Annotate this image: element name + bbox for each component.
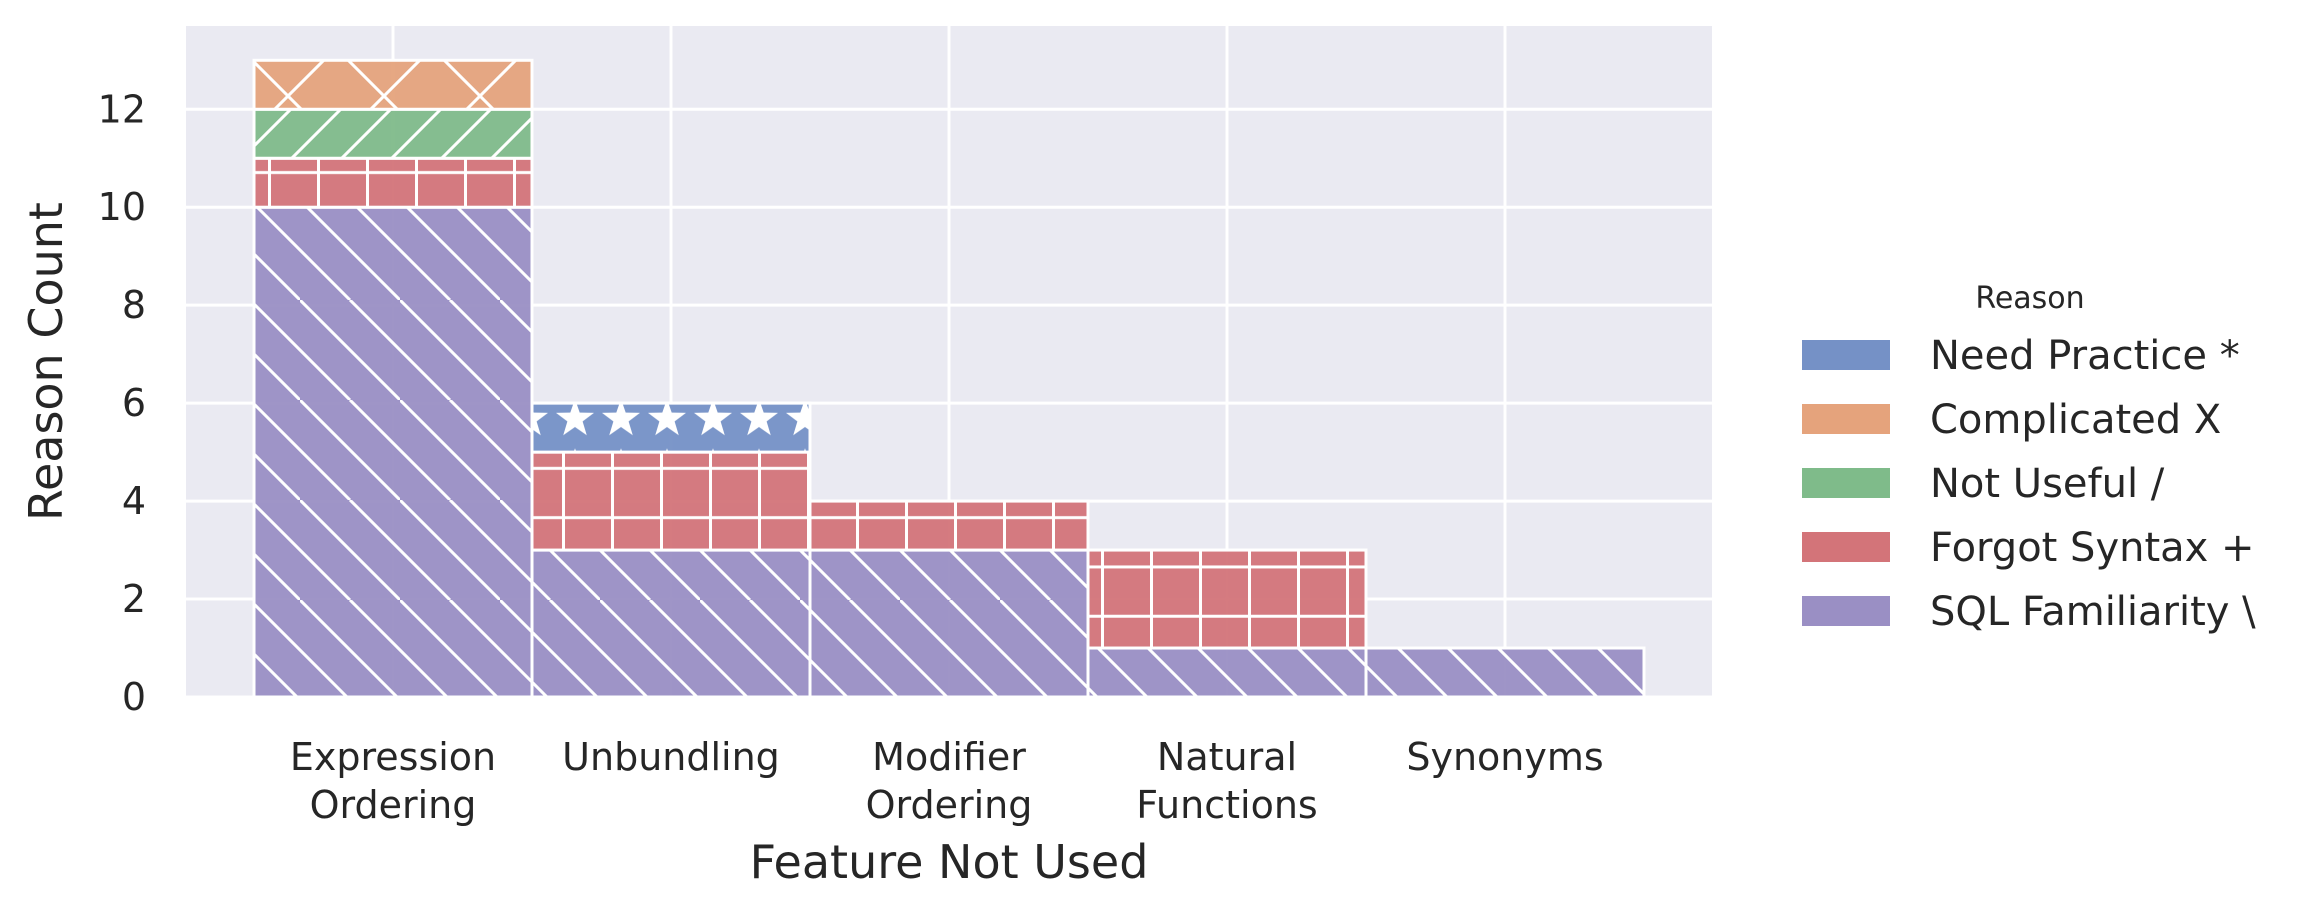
bar-segment-forgot-syntax-unbundling — [530, 450, 812, 552]
legend-swatch-complicated-x — [1802, 404, 1890, 434]
y-tick-label: 2 — [122, 577, 146, 621]
bar-segment-forgot-syntax-modifier-ordering — [808, 499, 1090, 552]
x-axis-title: Feature Not Used — [750, 835, 1149, 889]
bar-segment-forgot-syntax-natural-functions — [1086, 548, 1368, 650]
x-tick-label: Modifier — [872, 735, 1026, 779]
x-tick-label: Functions — [1136, 783, 1317, 827]
legend-label-need-practice: Need Practice * — [1930, 333, 2240, 379]
legend-swatch-not-useful — [1802, 468, 1890, 498]
bars — [252, 58, 1646, 699]
legend-title: Reason — [1975, 281, 2084, 316]
x-tick-label: Synonyms — [1406, 735, 1603, 779]
y-axis-title: Reason Count — [19, 202, 73, 521]
legend-swatch-need-practice — [1802, 340, 1890, 370]
y-tick-label: 6 — [122, 381, 146, 425]
legend: Reason Need Practice * Complicated X Not U… — [1802, 281, 2256, 635]
y-tick-label: 0 — [122, 675, 146, 719]
x-tick-label: Ordering — [310, 783, 477, 827]
bar-segment-sql-familiarity-unbundling — [530, 548, 812, 699]
y-tick-label: 10 — [98, 185, 146, 229]
y-tick-label: 12 — [98, 87, 146, 131]
x-tick-label: Unbundling — [562, 735, 780, 779]
x-tick-label: Natural — [1157, 735, 1297, 779]
x-tick-label: Ordering — [866, 783, 1033, 827]
y-tick-labels: 0 2 4 6 8 10 12 — [98, 87, 146, 719]
legend-swatch-forgot-syntax — [1802, 532, 1890, 562]
y-tick-label: 4 — [122, 479, 146, 523]
legend-swatch-sql-familiarity — [1802, 596, 1890, 626]
bar-segment-forgot-syntax-expression-ordering — [252, 156, 534, 209]
y-tick-label: 8 — [122, 283, 146, 327]
bar-segment-sql-familiarity-synonyms — [1364, 646, 1646, 699]
x-tick-label: Expression — [290, 735, 496, 779]
legend-label-complicated-x: Complicated X — [1930, 397, 2221, 443]
legend-label-forgot-syntax: Forgot Syntax + — [1930, 525, 2255, 571]
bar-segment-sql-familiarity-expression-ordering — [252, 205, 534, 699]
bar-segment-sql-familiarity-natural-functions — [1086, 646, 1368, 699]
bar-segment-not-useful-expression-ordering — [252, 107, 534, 160]
bar-segment-sql-familiarity-modifier-ordering — [808, 548, 1090, 699]
bar-segment-complicated-x-expression-ordering — [252, 58, 534, 111]
legend-label-sql-familiarity: SQL Familiarity \ — [1930, 589, 2256, 635]
bar-segment-need-practice-unbundling — [530, 401, 812, 454]
legend-label-not-useful: Not Useful / — [1930, 461, 2165, 507]
